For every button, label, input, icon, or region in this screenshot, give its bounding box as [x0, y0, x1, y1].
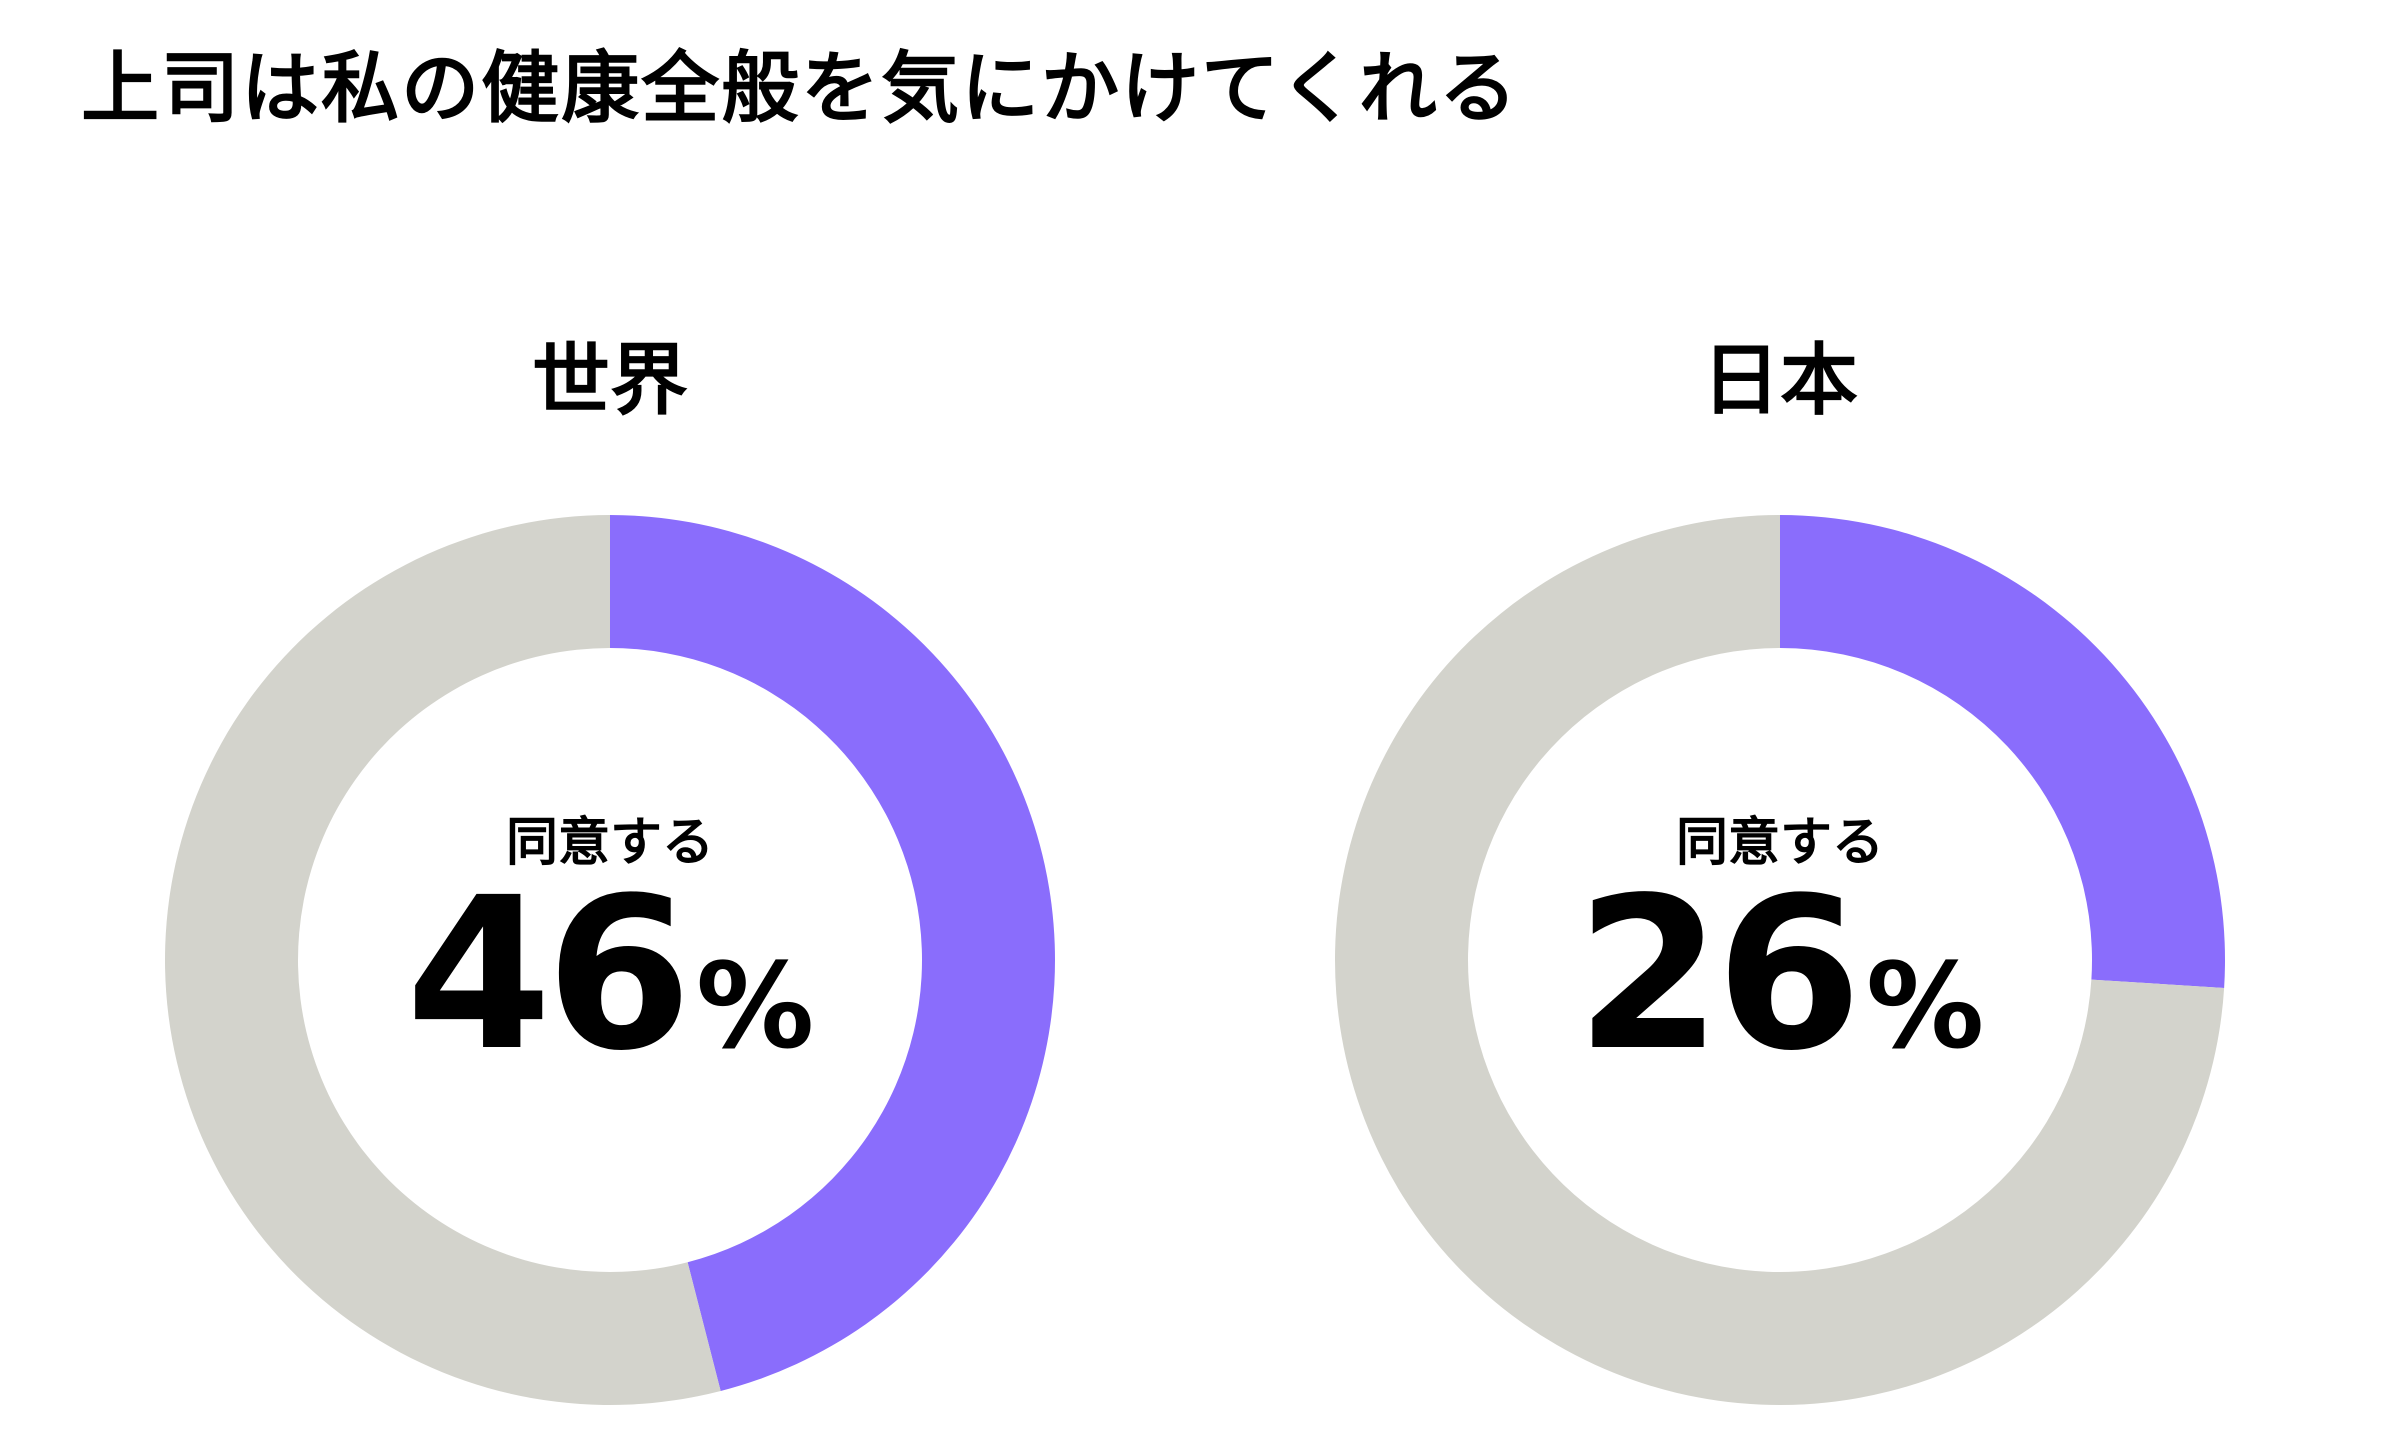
donut-panel-world: 世界 同意する 46% [110, 0, 1110, 1456]
slice-agree [610, 515, 1056, 1392]
panel-title-japan: 日本 [1701, 336, 1858, 426]
value-number-world: 46 [405, 852, 692, 1097]
donut-chart-japan [1335, 515, 2225, 1405]
value-unit-world: % [696, 937, 815, 1075]
center-label-world: 同意する [505, 813, 714, 873]
slice-remainder [165, 515, 721, 1405]
center-value-world: 46% [110, 870, 1110, 1080]
center-value-japan: 26% [1280, 870, 2280, 1080]
value-number-japan: 26 [1575, 852, 1862, 1097]
slice-remainder [1335, 515, 2225, 1405]
donut-panel-japan: 日本 同意する 26% [1280, 0, 2280, 1456]
center-label-japan: 同意する [1675, 813, 1884, 873]
value-unit-japan: % [1866, 937, 1985, 1075]
panel-title-world: 世界 [531, 336, 688, 426]
chart-title: 上司は私の健康全般を気にかけてくれる [81, 44, 1519, 134]
slice-agree [1780, 515, 2225, 988]
donut-chart-world [165, 515, 1056, 1405]
